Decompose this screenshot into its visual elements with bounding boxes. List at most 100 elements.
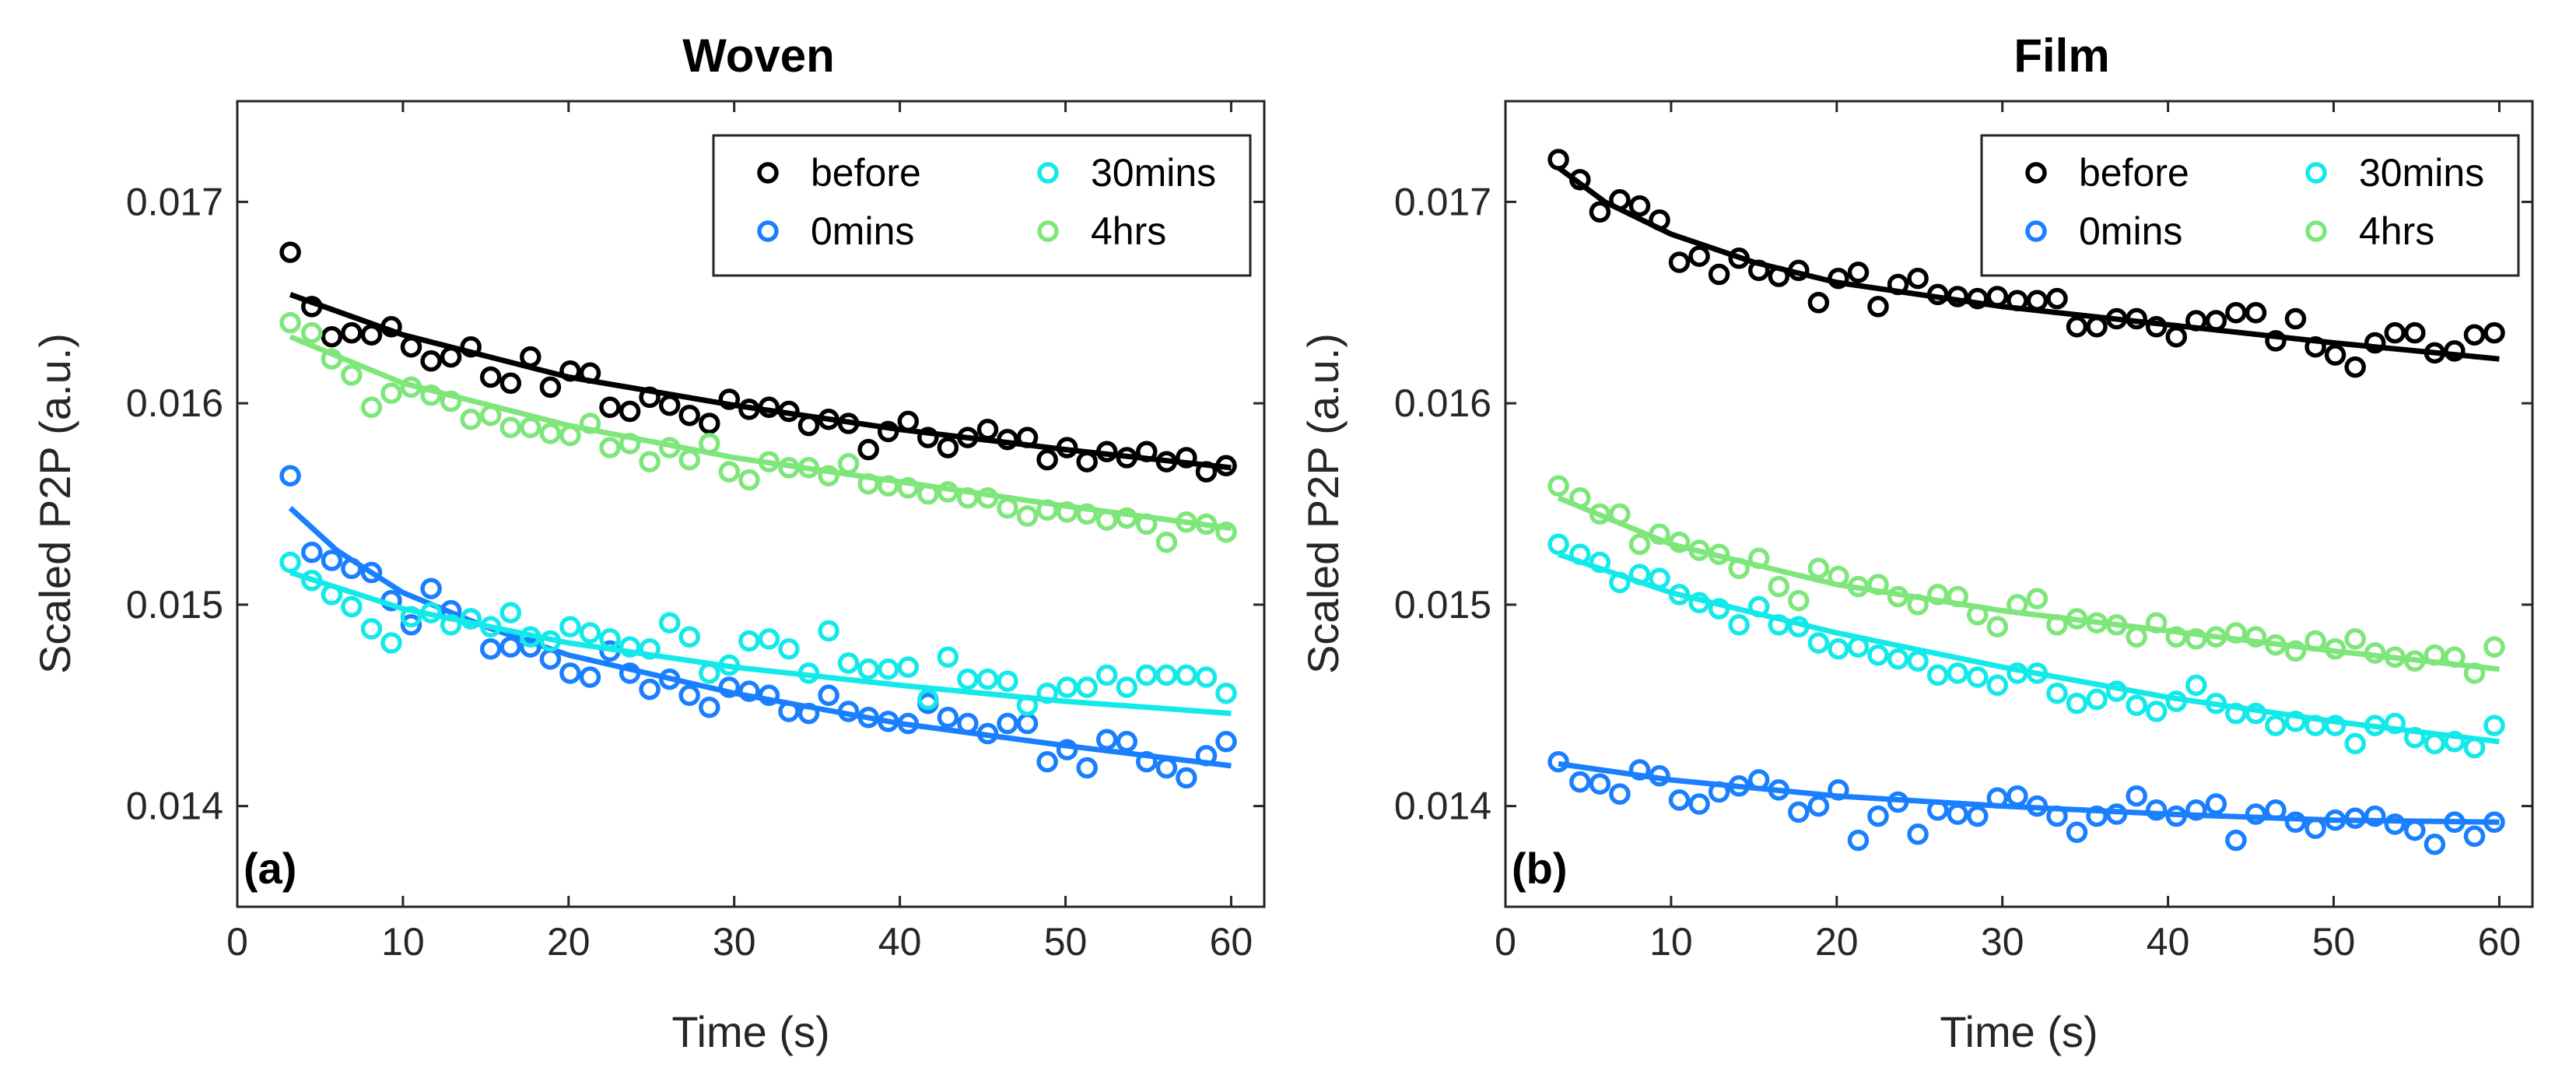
y-tick-label: 0.016	[1394, 381, 1491, 425]
data-point	[1867, 574, 1889, 595]
data-point	[2245, 626, 2267, 648]
data-point	[957, 668, 979, 690]
data-point	[2265, 799, 2287, 821]
data-point	[559, 424, 581, 447]
data-point	[1036, 750, 1058, 773]
data-point	[2404, 819, 2426, 841]
data-point	[2165, 805, 2188, 827]
data-point	[579, 622, 601, 644]
data-point	[279, 311, 301, 334]
data-point	[619, 662, 641, 684]
x-tick-label: 0	[1495, 920, 1516, 964]
data-point	[2324, 715, 2346, 736]
data-point	[2105, 307, 2128, 330]
data-point	[1728, 248, 1750, 269]
data-point	[520, 626, 541, 648]
data-point	[579, 413, 601, 434]
data-point	[1569, 486, 1591, 509]
data-point	[1688, 539, 1710, 561]
x-tick-label: 0	[226, 920, 248, 964]
data-point	[579, 362, 601, 384]
data-point	[2086, 688, 2108, 711]
data-point	[321, 584, 343, 606]
data-point	[619, 433, 641, 455]
x-axis-label: Time (s)	[1940, 1007, 2098, 1056]
data-point	[2185, 310, 2207, 332]
data-point	[837, 453, 860, 475]
data-point	[837, 652, 860, 674]
data-point	[1155, 531, 1178, 553]
data-point	[2483, 321, 2505, 344]
data-point	[897, 477, 920, 499]
y-tick-label: 0.016	[126, 381, 223, 425]
data-point	[976, 419, 999, 441]
legend-label-30mins: 30mins	[1091, 151, 1216, 195]
data-point	[499, 416, 522, 438]
data-point	[1649, 523, 1670, 546]
data-point	[658, 437, 681, 458]
data-point	[1788, 801, 1810, 823]
legend-marker-0mins	[2025, 220, 2047, 242]
data-point	[2105, 614, 2128, 636]
data-point	[380, 316, 402, 338]
data-point	[2344, 807, 2366, 829]
data-point	[420, 602, 442, 623]
x-tick-label: 60	[2478, 920, 2522, 964]
data-point	[1668, 251, 1691, 273]
data-point	[1649, 765, 1670, 787]
legend-label-30mins: 30mins	[2359, 151, 2484, 195]
data-point	[718, 388, 741, 410]
data-point	[1708, 263, 1730, 286]
data-point	[2165, 690, 2188, 712]
data-point	[420, 384, 442, 406]
data-point	[1215, 682, 1237, 704]
data-point	[1828, 779, 1849, 801]
data-point	[539, 376, 562, 399]
data-point	[520, 346, 541, 368]
data-point	[1116, 447, 1138, 469]
data-point	[1056, 437, 1078, 458]
x-tick-label: 30	[1981, 920, 2024, 964]
data-point	[400, 606, 422, 628]
data-point	[2424, 732, 2446, 755]
data-point	[1076, 676, 1098, 698]
data-point	[2225, 702, 2247, 725]
data-point	[360, 324, 383, 346]
data-point	[1036, 499, 1058, 521]
data-point	[718, 676, 741, 698]
data-point	[341, 321, 363, 344]
data-point	[479, 616, 502, 638]
data-point	[2026, 290, 2049, 311]
data-point	[2225, 829, 2247, 852]
data-point	[2384, 813, 2406, 835]
data-point	[2185, 674, 2207, 697]
data-point	[778, 701, 800, 722]
data-point	[2265, 330, 2287, 352]
data-point	[897, 410, 920, 433]
data-point	[1887, 648, 1909, 670]
data-point	[2006, 785, 2028, 807]
data-point	[1768, 265, 1790, 287]
data-point	[797, 457, 820, 479]
data-point	[699, 662, 720, 684]
legend-box	[1980, 134, 2520, 277]
data-point	[1589, 201, 1611, 223]
data-point	[997, 428, 1018, 451]
data-point	[1569, 771, 1591, 793]
data-point	[1628, 195, 1651, 217]
data-point	[1589, 551, 1611, 574]
data-point	[460, 335, 482, 358]
data-point	[499, 372, 522, 395]
legend-label-4hrs: 4hrs	[1091, 209, 1166, 253]
data-point	[2126, 694, 2147, 716]
data-point	[2364, 332, 2386, 354]
x-tick-label: 50	[1044, 920, 1088, 964]
data-point	[2086, 805, 2108, 827]
data-point	[1609, 571, 1631, 594]
data-point	[738, 630, 760, 652]
data-point	[1768, 614, 1790, 636]
data-point	[1547, 475, 1569, 497]
legend-marker-4hrs	[2305, 220, 2327, 242]
data-point	[1649, 209, 1670, 231]
x-tick-label: 10	[381, 920, 425, 964]
